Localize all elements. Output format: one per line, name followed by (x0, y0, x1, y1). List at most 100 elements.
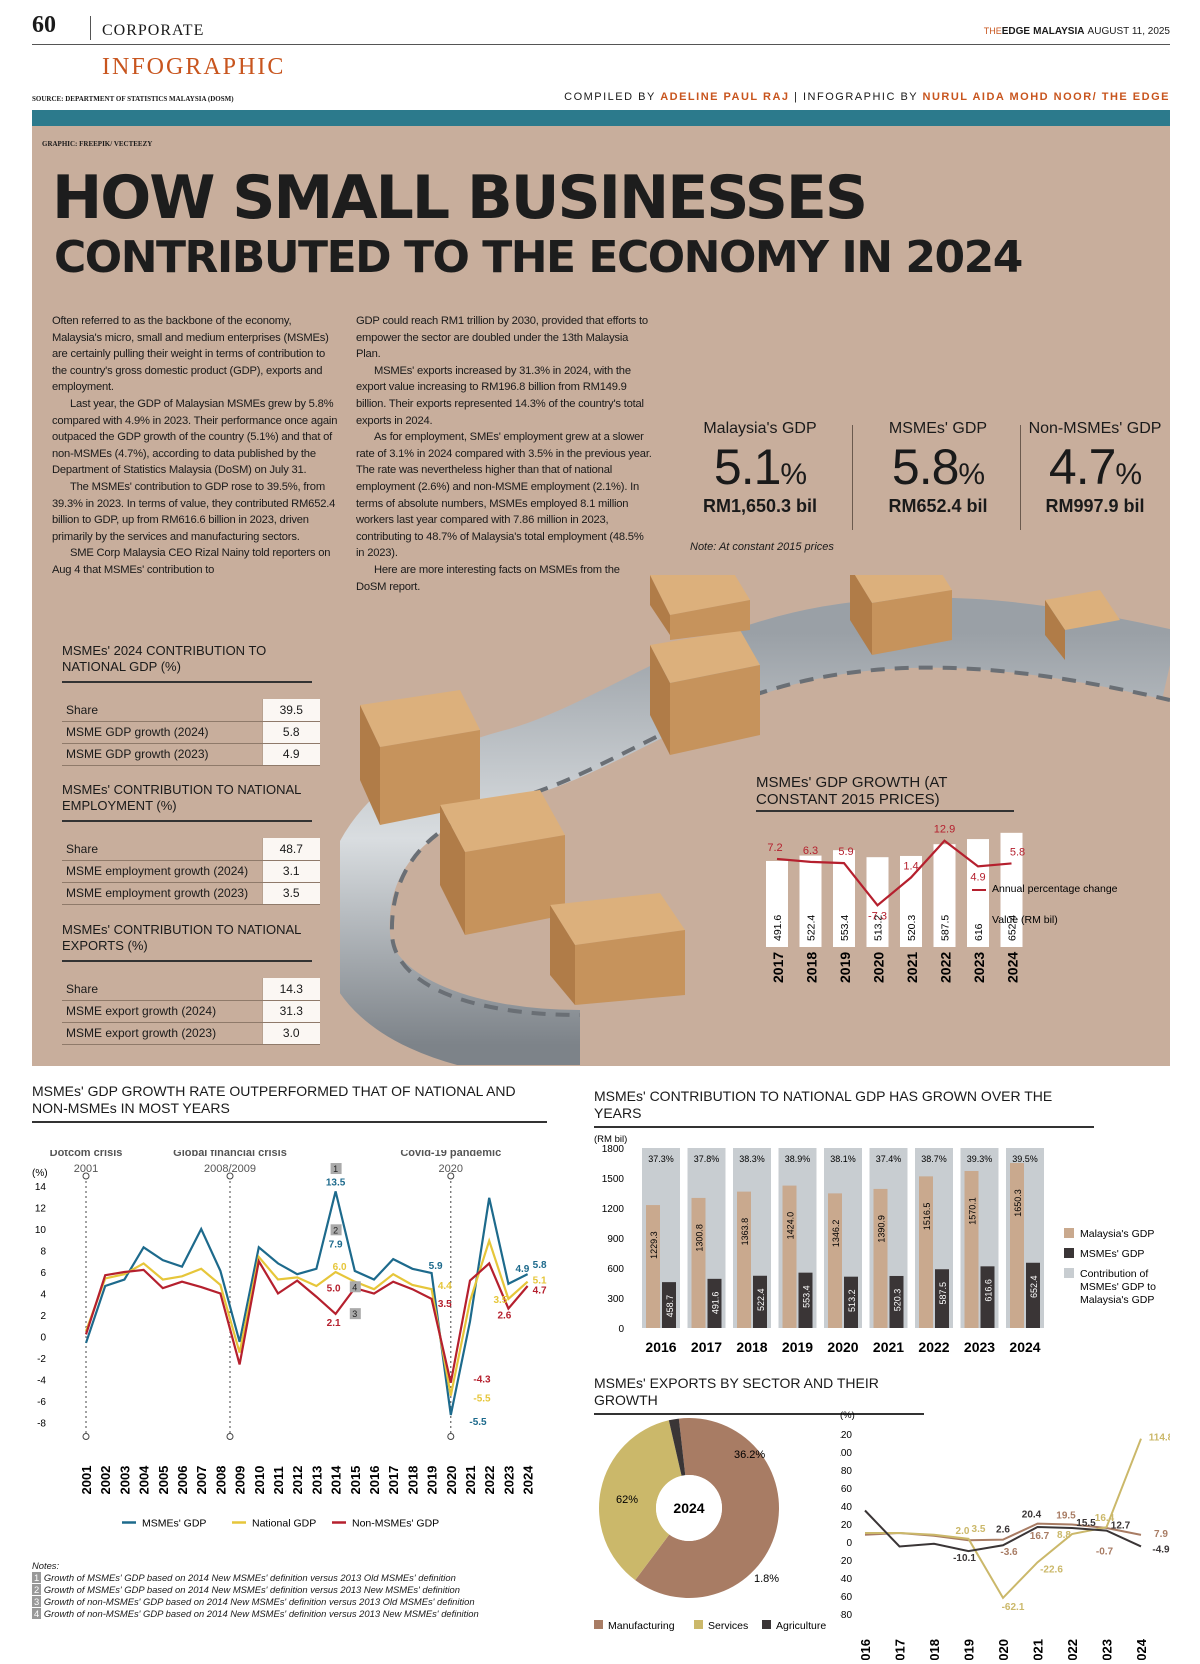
bar-msme-gdp (1026, 1262, 1040, 1328)
bar-label: 1390.9 (877, 1215, 887, 1243)
pct-label: 38.3% (739, 1154, 765, 1164)
x-tick: 2013 (309, 1466, 324, 1495)
x-tick: 2018 (736, 1339, 767, 1355)
data-label: -5.5 (469, 1417, 487, 1428)
compiled-name: ADELINE PAUL RAJ (660, 91, 790, 103)
x-tick: 2017 (893, 1639, 908, 1660)
event-marker (226, 1433, 234, 1440)
series-line (864, 1509, 1142, 1553)
table-title: MSMEs' CONTRIBUTION TO NATIONAL EMPLOYME… (62, 782, 312, 822)
headline-line-2: CONTRIBUTED TO THE ECONOMY IN 2024 (54, 232, 1023, 283)
data-label: 4.7 (533, 1285, 547, 1296)
x-tick: 2009 (233, 1466, 248, 1495)
data-label: 4.4 (438, 1281, 452, 1292)
note-number: 1 (333, 1164, 338, 1174)
data-label: -22.6 (1040, 1564, 1063, 1575)
x-tick: 2023 (1100, 1639, 1115, 1660)
data-label: 3.5 (493, 1295, 507, 1306)
year-label: 2018 (804, 952, 820, 983)
bar-label: 491.6 (711, 1292, 721, 1315)
x-tick: 2014 (329, 1465, 344, 1495)
x-tick: 2019 (782, 1339, 813, 1355)
y-tick: 6 (40, 1268, 46, 1279)
x-tick: 2024 (1009, 1339, 1040, 1355)
legend-swatch (1064, 1248, 1074, 1258)
bar-label: 491.6 (772, 915, 784, 941)
x-tick: 2017 (691, 1339, 722, 1355)
box (1045, 590, 1120, 660)
y-tick: -20 (840, 1556, 852, 1567)
chart-title: MSMEs' GDP GROWTH RATE OUTPERFORMED THAT… (32, 1083, 547, 1123)
bar-label: 513.2 (847, 1289, 857, 1312)
footnotes-title: Notes: (32, 1560, 60, 1571)
x-tick: 2023 (501, 1466, 516, 1495)
year-label: 2020 (871, 952, 887, 983)
event-year: 2008/2009 (204, 1163, 256, 1175)
y-tick: 100 (840, 1448, 852, 1459)
data-label: 7.9 (329, 1239, 343, 1250)
event-marker (226, 1172, 234, 1180)
event-marker (82, 1433, 90, 1440)
y-tick: -60 (840, 1592, 852, 1603)
kpi-non-msme-gdp: Non-MSMEs' GDP 4.7% RM997.9 bil (1020, 420, 1170, 517)
table-employment-contribution: MSMEs' CONTRIBUTION TO NATIONAL EMPLOYME… (62, 782, 320, 905)
y-tick: -4 (37, 1376, 46, 1387)
pub-the: THE (983, 26, 1002, 36)
x-tick: 2007 (194, 1466, 209, 1495)
data-label: 6.0 (333, 1262, 347, 1273)
series-line (84, 1191, 529, 1416)
event-marker (82, 1172, 90, 1180)
data-label: 16.4 (1095, 1513, 1115, 1524)
pub-edge: EDGE (1001, 26, 1031, 37)
data-label: 16.7 (1030, 1531, 1050, 1542)
note-marker (330, 1163, 342, 1175)
kpi-malaysia-gdp: Malaysia's GDP 5.1% RM1,650.3 bil (680, 420, 840, 517)
legend-swatch (1064, 1268, 1074, 1278)
conveyor-illustration (340, 575, 1170, 1065)
data-label: 5.9 (429, 1261, 443, 1272)
y-tick: 900 (607, 1234, 624, 1245)
line-label: 5.8 (1010, 846, 1025, 858)
pct-label: 39.3% (967, 1154, 993, 1164)
row-value: 31.3 (261, 1000, 320, 1023)
bar-malaysia-gdp (873, 1188, 888, 1328)
headline-line-1: HOW SMALL BUSINESSES (52, 163, 868, 233)
bar-label: 616.6 (984, 1279, 994, 1302)
bar-msme-gdp (753, 1275, 767, 1328)
pie-slice (599, 1420, 682, 1581)
body-paragraph: GDP could reach RM1 trillion by 2030, pr… (356, 315, 648, 361)
x-tick: 2002 (98, 1466, 113, 1495)
row-label: Share (62, 838, 262, 861)
year-label: 2024 (1005, 952, 1021, 983)
legend-label: MSMEs' GDP (1080, 1248, 1144, 1260)
bar-label: 513.2 (873, 915, 885, 941)
bar-msme-gdp (798, 1272, 813, 1328)
row-value: 14.3 (261, 978, 320, 1001)
bar (933, 844, 956, 947)
chart-exports-donut: 2024 62% 36.2% 1.8% Manufacturing Services Agr… (594, 1418, 826, 1632)
y-tick: 8 (40, 1247, 46, 1258)
table-row: MSME employment growth (2024) 3.1 (62, 860, 320, 883)
legend-label: MSMEs' GDP (142, 1518, 206, 1530)
year-label: 2019 (837, 952, 853, 983)
body-column-1: Often referred to as the backbone of the… (52, 313, 342, 579)
row-value: 4.9 (261, 743, 320, 766)
x-tick: 2018 (927, 1639, 942, 1660)
slice-label: 62% (616, 1494, 638, 1506)
table-exports-contribution: MSMEs' CONTRIBUTION TO NATIONAL EXPORTS … (62, 922, 320, 1045)
data-label: -4.9 (1152, 1544, 1170, 1555)
line-label: 6.3 (803, 845, 818, 857)
data-label: 8.8 (1057, 1530, 1071, 1541)
bar-label: 553.4 (839, 915, 851, 941)
credits-separator: | (794, 91, 799, 103)
bar-label: 520.3 (893, 1289, 903, 1312)
x-tick: 2015 (348, 1466, 363, 1495)
bar-label: 587.5 (938, 1282, 948, 1305)
legend-label: Annual percentage change (992, 883, 1118, 895)
body-paragraph: The MSMEs' contribution to GDP rose to 3… (52, 480, 336, 543)
year-label: 2017 (770, 952, 786, 983)
chart-exports-growth: (%) 120 100 80 60 40 20 0 -20 -40 -60 -80 2016 2017 20… (840, 1410, 1170, 1660)
body-paragraph: Last year, the GDP of Malaysian MSMEs gr… (52, 397, 338, 477)
note-marker (349, 1281, 361, 1293)
